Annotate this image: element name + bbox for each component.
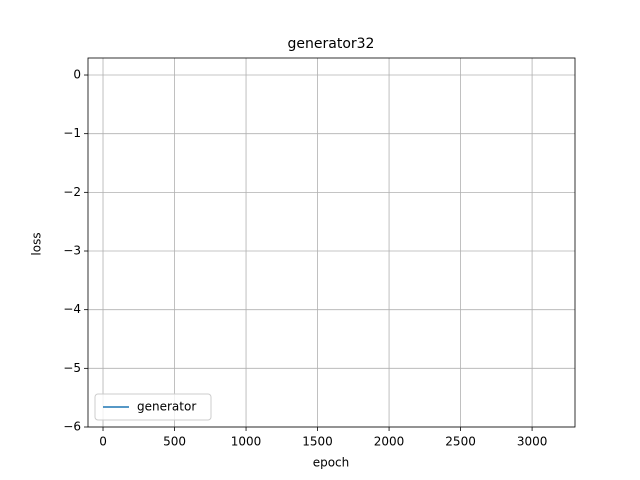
x-axis-label: epoch	[313, 456, 350, 470]
plot-frame	[87, 57, 576, 428]
x-tick-label: 0	[99, 435, 107, 449]
x-tick-label: 2000	[374, 435, 405, 449]
y-tick-label: −6	[63, 420, 81, 434]
legend-box	[94, 393, 212, 421]
y-tick-label: −4	[63, 302, 81, 316]
chart-title: generator32	[288, 36, 375, 52]
x-tick-label: 500	[163, 435, 186, 449]
x-tick-label: 1000	[231, 435, 262, 449]
y-tick-label: −5	[63, 361, 81, 375]
y-axis-label: loss	[30, 232, 44, 255]
y-tick-label: 0	[73, 68, 81, 82]
y-tick-label: −1	[63, 126, 81, 140]
y-tick-label: −3	[63, 244, 81, 258]
x-tick-label: 2500	[445, 435, 476, 449]
x-tick-label: 1500	[302, 435, 333, 449]
x-tick-label: 3000	[517, 435, 548, 449]
legend-label: generator	[137, 400, 196, 414]
y-tick-label: −2	[63, 185, 81, 199]
